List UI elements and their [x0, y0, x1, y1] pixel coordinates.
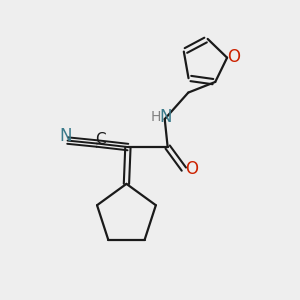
Text: N: N — [59, 127, 71, 145]
Text: H: H — [151, 110, 161, 124]
Text: C: C — [94, 132, 105, 147]
Text: O: O — [186, 160, 199, 178]
Text: O: O — [227, 48, 240, 66]
Text: N: N — [159, 108, 172, 126]
